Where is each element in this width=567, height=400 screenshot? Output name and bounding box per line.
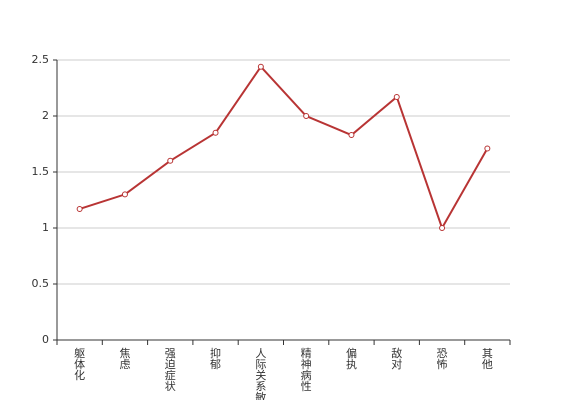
y-tick-label: 1.5 (32, 165, 50, 178)
point (439, 225, 446, 231)
x-tick-label: 抑郁 (210, 347, 222, 371)
y-tick-label: 2.5 (32, 53, 50, 66)
y-tick-label: 1 (42, 221, 49, 234)
x-tick-label: 偏执 (345, 347, 357, 371)
point (303, 113, 310, 119)
point (348, 132, 355, 139)
x-tick-label: 躯体化 (74, 347, 86, 382)
line (79, 65, 489, 231)
x-tick-label: 恐怖 (436, 347, 448, 371)
point (212, 129, 219, 136)
point (484, 145, 491, 152)
point (76, 205, 83, 212)
y-tick-label: 0 (42, 333, 49, 346)
x-tick-label: 焦虑 (119, 347, 131, 371)
y-tick-label: 2 (42, 109, 49, 122)
x-tick-label: 人际关系敏感 (255, 347, 267, 400)
y-tick-label: 0.5 (32, 277, 50, 290)
point (393, 93, 400, 100)
x-tick-label: 其他 (481, 347, 493, 371)
x-tick-label: 敌对 (391, 347, 403, 371)
x-tick-label: 精神病性 (300, 347, 312, 393)
point (121, 191, 128, 198)
x-tick-label: 强迫症状 (164, 347, 176, 393)
point (167, 157, 174, 164)
point (257, 63, 264, 70)
